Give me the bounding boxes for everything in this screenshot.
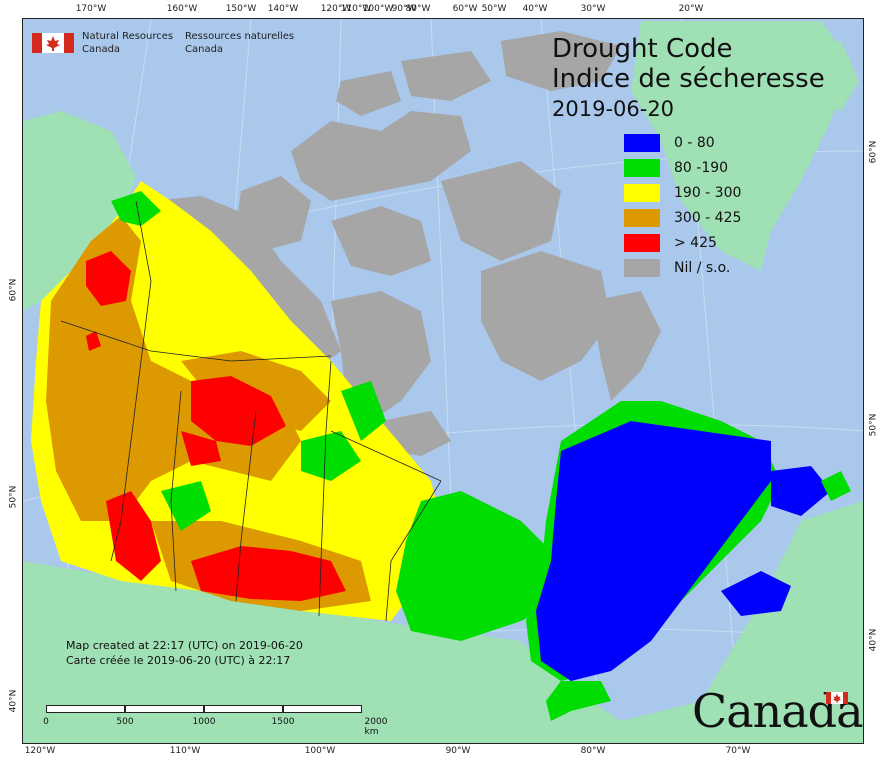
title-fr: Indice de sécheresse	[552, 64, 825, 94]
title-en: Drought Code	[552, 34, 733, 64]
tick-top: 40°W	[522, 4, 548, 14]
agency-name-en: Natural Resources Canada	[82, 30, 173, 56]
tick-right: 40°N	[868, 628, 879, 652]
legend-swatch	[624, 234, 660, 252]
arctic-no-data	[151, 31, 661, 456]
tick-top: 20°W	[678, 4, 704, 14]
tick-right: 50°N	[868, 413, 879, 437]
tick-top: 160°W	[166, 4, 198, 14]
scale-label: 2000 km	[364, 717, 388, 737]
tick-top: 120°W	[320, 4, 352, 14]
tick-left: 60°N	[8, 278, 19, 302]
scale-segment	[46, 705, 125, 713]
provincial-boundaries	[60, 200, 442, 622]
tick-left: 40°N	[8, 689, 19, 713]
scale-bar: 0 500 1000 1500 2000 km	[43, 705, 387, 737]
tick-left: 50°N	[8, 485, 19, 509]
tick-top: 110°W	[340, 4, 372, 14]
tick-bottom: 70°W	[725, 746, 751, 756]
legend-label: > 425	[674, 235, 717, 251]
scale-label: 500	[116, 717, 134, 727]
scale-label: 1500	[271, 717, 295, 727]
tick-top: 150°W	[225, 4, 257, 14]
drought-class-layer	[31, 181, 851, 721]
map-title: Drought Code Indice de sécheresse 2019-0…	[552, 34, 825, 124]
tick-right: 60°N	[868, 140, 879, 164]
tick-bottom: 120°W	[24, 746, 56, 756]
creation-note: Map created at 22:17 (UTC) on 2019-06-20…	[66, 638, 303, 668]
scale-label: 0	[43, 717, 49, 727]
legend-swatch	[624, 159, 660, 177]
tick-bottom: 80°W	[580, 746, 606, 756]
legend-label: 190 - 300	[674, 185, 742, 201]
tick-bottom: 100°W	[304, 746, 336, 756]
creation-note-fr: Carte créée le 2019-06-20 (UTC) à 22:17	[66, 654, 291, 667]
agency-en-line: Natural Resources	[82, 31, 174, 42]
agency-en-line: Canada	[82, 44, 121, 55]
drought-map	[23, 19, 863, 743]
legend-swatch	[624, 259, 660, 277]
tick-top: 50°W	[481, 4, 507, 14]
creation-note-en: Map created at 22:17 (UTC) on 2019-06-20	[66, 639, 303, 652]
tick-top: 30°W	[580, 4, 606, 14]
tick-top: 90°W	[391, 4, 417, 14]
legend-label: Nil / s.o.	[674, 260, 731, 276]
map-panel	[22, 18, 864, 744]
title-date: 2019-06-20	[552, 97, 675, 121]
agency-fr-line: Ressources naturelles	[185, 31, 295, 42]
scale-segment	[125, 705, 204, 713]
agency-fr-line: Canada	[185, 44, 224, 55]
tick-top: 100°W	[362, 4, 394, 14]
legend-swatch	[624, 134, 660, 152]
scale-segment	[283, 705, 362, 713]
legend-swatch	[624, 184, 660, 202]
wordmark-flag-icon	[826, 692, 848, 704]
tick-bottom: 110°W	[169, 746, 201, 756]
tick-top: 140°W	[267, 4, 299, 14]
canada-flag-icon	[32, 33, 74, 53]
legend-label: 80 -190	[674, 160, 729, 176]
legend-swatch	[624, 209, 660, 227]
tick-top: 80°W	[405, 4, 431, 14]
scale-segment	[204, 705, 283, 713]
tick-top: 170°W	[75, 4, 107, 14]
scale-label: 1000	[192, 717, 216, 727]
legend-label: 300 - 425	[674, 210, 742, 226]
legend-label: 0 - 80	[674, 135, 715, 151]
tick-top: 60°W	[452, 4, 478, 14]
land-outside-canada	[23, 21, 863, 743]
agency-name-fr: Ressources naturelles Canada	[185, 30, 294, 56]
tick-bottom: 90°W	[445, 746, 471, 756]
